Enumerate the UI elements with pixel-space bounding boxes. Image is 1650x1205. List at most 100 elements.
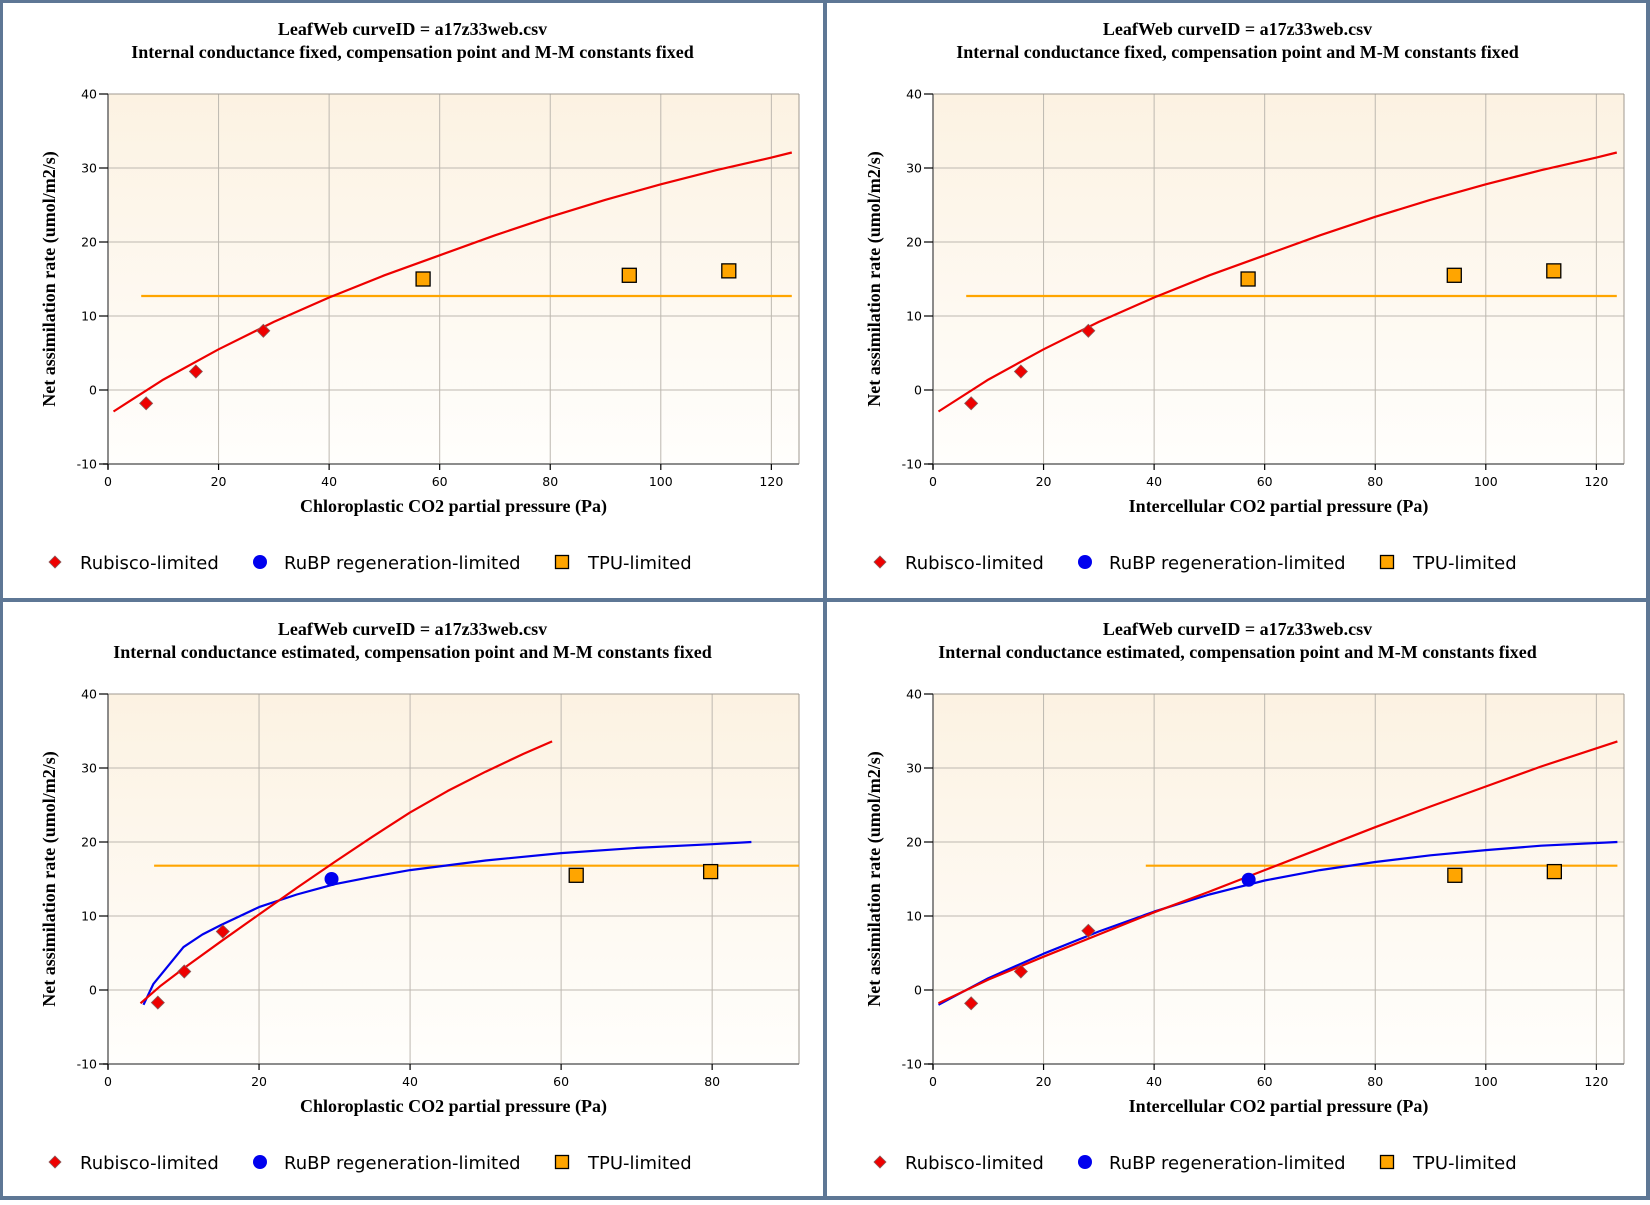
- legend-item-tpu: TPU-limited: [1379, 553, 1517, 574]
- legend-label: RuBP regeneration-limited: [284, 1153, 521, 1174]
- x-tick-label: 80: [1367, 1074, 1383, 1089]
- rubisco-point: [188, 364, 203, 379]
- x-tick-label: 80: [542, 474, 558, 489]
- chart-title: LeafWeb curveID = a17z33web.csv: [1103, 619, 1372, 639]
- tpu-point: [621, 267, 637, 283]
- x-tick-label: 100: [649, 474, 673, 489]
- chart-subtitle: Internal conductance estimated, compensa…: [113, 642, 712, 662]
- legend-label: RuBP regeneration-limited: [1109, 553, 1346, 574]
- tpu-point: [1447, 867, 1463, 883]
- legend: Rubisco-limited RuBP regeneration-limited…: [873, 1153, 1517, 1174]
- legend-square-icon: [1379, 554, 1395, 570]
- x-tick-label: 120: [1584, 1074, 1608, 1089]
- legend-diamond-icon: [873, 555, 887, 569]
- y-tick-label: 10: [81, 309, 97, 324]
- panel-divider-horizontal: [0, 598, 1650, 602]
- tpu-point: [1546, 863, 1562, 880]
- y-tick-label: 0: [914, 983, 922, 998]
- legend-circle-icon: [253, 555, 267, 569]
- tpu-point: [1446, 267, 1462, 283]
- legend-item-tpu: TPU-limited: [554, 553, 692, 574]
- rubisco-point: [1013, 964, 1028, 979]
- legend-circle-icon: [253, 1155, 267, 1169]
- chart-panel-top-right: LeafWeb curveID = a17z33web.csv Internal …: [825, 0, 1650, 600]
- legend: Rubisco-limited RuBP regeneration-limited…: [48, 1153, 692, 1174]
- rubisco-point: [150, 995, 165, 1010]
- y-tick-label: -10: [902, 457, 922, 472]
- chart-panel-bottom-left: LeafWeb curveID = a17z33web.csv Internal …: [0, 600, 825, 1200]
- x-tick-label: 40: [321, 474, 337, 489]
- legend-label: TPU-limited: [587, 553, 692, 574]
- y-tick-label: 30: [81, 161, 97, 176]
- rubisco-point: [1013, 364, 1028, 379]
- tpu-point: [568, 867, 584, 883]
- legend-label: RuBP regeneration-limited: [1109, 1153, 1346, 1174]
- y-tick-label: 30: [81, 761, 97, 776]
- legend-square-icon: [554, 554, 570, 570]
- y-tick-label: 40: [906, 87, 922, 102]
- legend-item-rubisco: Rubisco-limited: [48, 553, 219, 574]
- legend-item-rubp: RuBP regeneration-limited: [253, 553, 521, 574]
- x-axis-label: Intercellular CO2 partial pressure (Pa): [1129, 496, 1429, 517]
- x-axis-label: Chloroplastic CO2 partial pressure (Pa): [300, 496, 607, 517]
- x-tick-label: 0: [104, 1074, 112, 1089]
- rubisco-point: [139, 396, 154, 411]
- x-tick-label: 60: [1257, 1074, 1273, 1089]
- rubp-point: [1241, 872, 1256, 887]
- legend-label: TPU-limited: [1412, 1153, 1517, 1174]
- rubp-limited-curve: [142, 840, 752, 1006]
- x-tick-label: 100: [1474, 1074, 1498, 1089]
- x-tick-label: 60: [553, 1074, 569, 1089]
- plot-area: [108, 694, 799, 1064]
- x-tick-label: 120: [759, 474, 783, 489]
- x-tick-label: 20: [1036, 1074, 1052, 1089]
- y-tick-label: 0: [89, 983, 97, 998]
- y-tick-label: 40: [81, 87, 97, 102]
- x-tick-label: 20: [1036, 474, 1052, 489]
- x-tick-label: 20: [211, 474, 227, 489]
- y-tick-label: 0: [914, 383, 922, 398]
- legend-label: Rubisco-limited: [905, 553, 1044, 574]
- plot-area: [108, 94, 799, 464]
- legend-diamond-icon: [48, 555, 62, 569]
- chart-subtitle: Internal conductance estimated, compensa…: [938, 642, 1537, 662]
- y-tick-label: 40: [81, 687, 97, 702]
- x-tick-label: 60: [1257, 474, 1273, 489]
- x-tick-label: 40: [1146, 474, 1162, 489]
- legend-square-icon: [554, 1154, 570, 1170]
- legend-circle-icon: [1078, 1155, 1092, 1169]
- x-tick-label: 120: [1584, 474, 1608, 489]
- chart-title: LeafWeb curveID = a17z33web.csv: [278, 619, 547, 639]
- x-tick-label: 40: [1146, 1074, 1162, 1089]
- x-tick-label: 60: [432, 474, 448, 489]
- x-tick-label: 0: [929, 1074, 937, 1089]
- curves: [937, 151, 1618, 413]
- x-tick-label: 80: [1367, 474, 1383, 489]
- legend-label: Rubisco-limited: [80, 1153, 219, 1174]
- y-tick-label: 10: [906, 309, 922, 324]
- x-axis-label: Intercellular CO2 partial pressure (Pa): [1129, 1096, 1429, 1117]
- legend-label: Rubisco-limited: [905, 1153, 1044, 1174]
- rubisco-limited-curve: [112, 151, 793, 413]
- data-points: [964, 263, 1562, 411]
- legend-item-rubp: RuBP regeneration-limited: [253, 1153, 521, 1174]
- y-tick-label: 20: [81, 835, 97, 850]
- y-axis-label: Net assimilation rate (umol/m2/s): [39, 151, 60, 406]
- chart-title: LeafWeb curveID = a17z33web.csv: [278, 19, 547, 39]
- y-axis-label: Net assimilation rate (umol/m2/s): [864, 151, 885, 406]
- x-tick-label: 20: [251, 1074, 267, 1089]
- y-tick-label: 10: [81, 909, 97, 924]
- y-tick-label: 40: [906, 687, 922, 702]
- rubisco-point: [964, 996, 979, 1011]
- tpu-point: [1240, 271, 1256, 287]
- chart-panel-bottom-right: LeafWeb curveID = a17z33web.csv Internal …: [825, 600, 1650, 1200]
- y-tick-label: -10: [77, 1057, 97, 1072]
- data-points: [139, 263, 737, 411]
- tpu-point: [702, 863, 719, 880]
- legend-item-rubisco: Rubisco-limited: [873, 1153, 1044, 1174]
- chart-subtitle: Internal conductance fixed, compensation…: [956, 42, 1519, 62]
- legend-item-rubisco: Rubisco-limited: [48, 1153, 219, 1174]
- legend-item-rubp: RuBP regeneration-limited: [1078, 553, 1346, 574]
- rubp-limited-curve: [937, 840, 1618, 1006]
- y-axis-label: Net assimilation rate (umol/m2/s): [864, 751, 885, 1006]
